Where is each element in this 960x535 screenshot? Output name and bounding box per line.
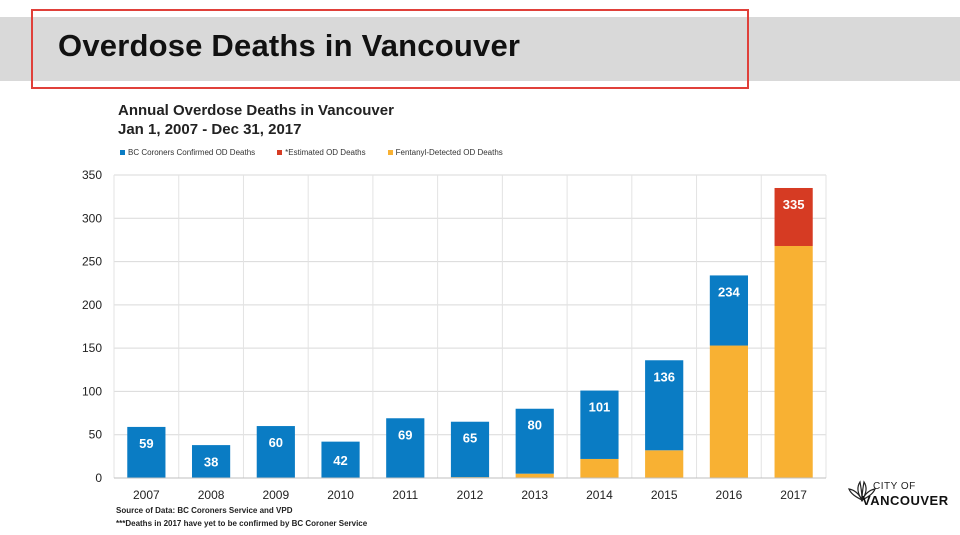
footnote: ***Deaths in 2017 have yet to be confirm… [116,519,368,528]
chart-legend: BC Coroners Confirmed OD Deaths *Estimat… [120,148,503,157]
y-tick-label: 200 [82,298,102,312]
x-tick-label: 2011 [392,488,418,502]
x-tick-label: 2012 [457,488,484,502]
y-tick-label: 300 [82,211,102,225]
data-label-2015: 136 [653,369,675,384]
slide-title: Overdose Deaths in Vancouver [58,28,521,63]
bar-2007-1 [127,426,166,478]
bar-2012-1 [450,421,490,478]
x-tick-label: 2010 [327,488,354,502]
y-tick-label: 350 [82,168,102,182]
bar-2013-1 [515,408,554,474]
chart-title: Annual Overdose Deaths in Vancouver [118,102,394,119]
legend-swatch-confirmed [120,150,125,155]
x-tick-label: 2015 [651,488,678,502]
data-label-2017: 335 [783,197,805,212]
data-label-2008: 38 [204,455,218,470]
legend-swatch-fentanyl [387,150,393,155]
logo-text-city-of: CITY OF [873,481,916,492]
legend-item-estimated: *Estimated OD Deaths [277,148,366,157]
legend-label-confirmed: BC Coroners Confirmed OD Deaths [128,148,256,157]
x-tick-label: 2017 [780,488,807,502]
bar-2016-1 [709,275,749,346]
bar-2011-1 [386,418,425,478]
data-label-2010: 42 [333,453,347,468]
title-band [0,17,960,81]
data-label-2014: 101 [589,400,611,415]
flower-icon [848,480,876,502]
bar-2008-1 [191,445,231,478]
legend-item-confirmed: BC Coroners Confirmed OD Deaths [120,148,255,157]
x-tick-label: 2009 [262,488,289,502]
bar-2009-1 [256,426,295,478]
y-tick-label: 50 [89,428,103,442]
bar-2014-0 [580,458,619,478]
title-highlight-box [31,9,749,89]
y-tick-label: 100 [82,384,102,398]
x-tick-label: 2013 [521,488,548,502]
data-label-2009: 60 [269,435,283,450]
legend-swatch-estimated [277,150,283,155]
data-label-2011: 69 [398,427,412,442]
chart-subtitle: Jan 1, 2007 - Dec 31, 2017 [118,121,302,138]
city-logo: CITY OF VANCOUVER [845,478,955,523]
bar-2010-1 [321,441,360,478]
data-label-2012: 65 [463,431,477,446]
bar-2017-0 [774,245,813,478]
y-tick-label: 250 [82,255,102,269]
data-label-2007: 59 [139,436,153,451]
bar-2013-0 [515,473,554,478]
data-label-2016: 234 [718,284,740,299]
bar-2015-0 [645,450,684,478]
bar-2015-1 [645,360,684,451]
y-tick-label: 0 [95,471,102,485]
bar-2016-0 [709,345,749,478]
x-tick-label: 2008 [198,488,225,502]
legend-label-fentanyl: Fentanyl-Detected OD Deaths [395,148,503,157]
data-label-2013: 80 [527,418,541,433]
chart-axes: 0 50 100 150 200 250 300 350 2007 2008 2009 2010 201… [82,168,826,502]
y-tick-label: 150 [82,341,102,355]
x-tick-label: 2007 [133,488,160,502]
bar-2014-1 [580,390,619,459]
chart-bars: 59 38 60 42 69 65 80 101 136 234 335 [127,187,813,478]
legend-item-fentanyl: Fentanyl-Detected OD Deaths [387,148,503,157]
x-tick-label: 2014 [586,488,613,502]
source-note: Source of Data: BC Coroners Service and … [116,506,293,515]
legend-label-estimated: *Estimated OD Deaths [285,148,366,157]
x-tick-label: 2016 [716,488,743,502]
bar-2017-2 [774,187,813,246]
logo-text-vancouver: VANCOUVER [862,493,949,508]
